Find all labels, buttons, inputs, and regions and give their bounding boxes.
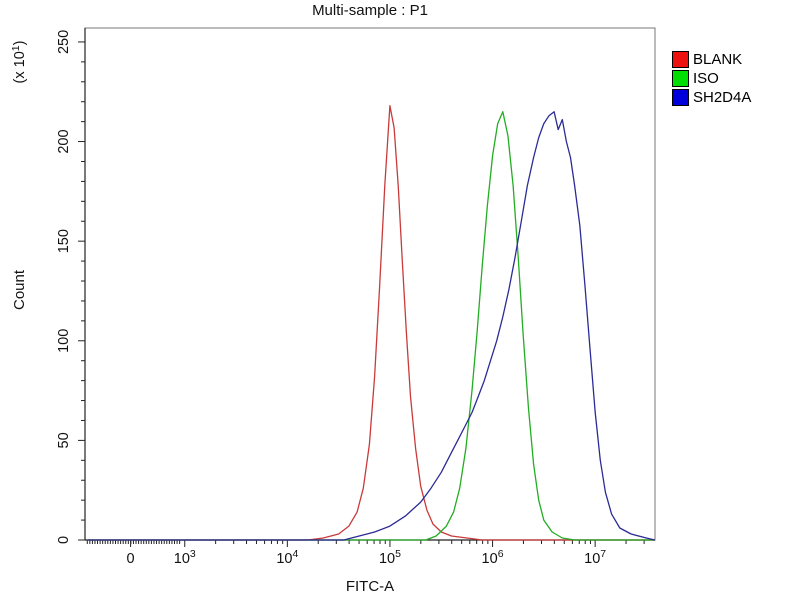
y-tick-label: 150 xyxy=(56,229,72,253)
y-tick-label: 0 xyxy=(56,536,72,544)
legend-item: BLANK xyxy=(672,50,751,68)
legend-item: SH2D4A xyxy=(672,88,751,106)
y-tick-label: 250 xyxy=(56,30,72,54)
axis-tick-labels: 0 103 104 105 106 107 0 50 100 150 200 250 xyxy=(56,30,606,567)
legend-item: ISO xyxy=(672,69,751,87)
y-tick-label: 100 xyxy=(56,329,72,353)
legend-swatch-icon xyxy=(672,88,689,106)
series-curve-ISO xyxy=(87,111,655,541)
legend-swatch-icon xyxy=(672,50,689,68)
x-tick-label: 105 xyxy=(379,548,401,567)
legend: BLANK ISO SH2D4A xyxy=(672,50,751,107)
legend-item-label: ISO xyxy=(693,69,719,87)
y-axis-label: Count xyxy=(11,269,28,310)
x-axis-label: FITC-A xyxy=(345,578,395,595)
x-tick-label: 107 xyxy=(584,548,606,567)
x-tick-label: 106 xyxy=(482,548,504,567)
series-curve-SH2D4A xyxy=(87,111,655,541)
x-tick-label: 104 xyxy=(276,548,298,567)
y-tick-label: 50 xyxy=(56,432,72,448)
legend-item-label: SH2D4A xyxy=(693,88,752,106)
axis-ticks xyxy=(78,41,645,547)
plot-frame xyxy=(84,27,656,541)
legend-swatch-icon xyxy=(672,69,689,87)
series-curve-BLANK xyxy=(87,105,655,541)
chart-title: Multi-sample : P1 xyxy=(312,2,428,19)
x-tick-label: 0 xyxy=(127,551,135,567)
legend-item-label: BLANK xyxy=(693,50,743,68)
y-tick-label: 200 xyxy=(56,129,72,153)
x-tick-label: 103 xyxy=(174,548,196,567)
y-axis-unit-label: (x 101) xyxy=(10,41,28,84)
